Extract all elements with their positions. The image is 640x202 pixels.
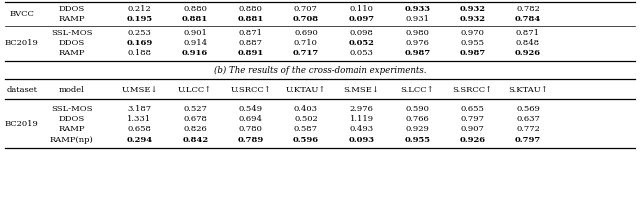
Text: BC2019: BC2019 xyxy=(5,39,38,47)
Text: S.SRCC↑: S.SRCC↑ xyxy=(452,86,492,94)
Text: 0.782: 0.782 xyxy=(516,5,540,13)
Text: model: model xyxy=(59,86,84,94)
Text: 0.637: 0.637 xyxy=(516,115,540,123)
Text: 0.093: 0.093 xyxy=(349,136,374,144)
Text: 0.933: 0.933 xyxy=(404,5,430,13)
Text: 0.097: 0.097 xyxy=(349,15,374,23)
Text: S.MSE↓: S.MSE↓ xyxy=(344,86,380,94)
Text: 0.590: 0.590 xyxy=(405,105,429,113)
Text: 2.976: 2.976 xyxy=(349,105,374,113)
Text: 0.789: 0.789 xyxy=(237,136,264,144)
Text: 0.797: 0.797 xyxy=(460,115,484,123)
Text: 0.926: 0.926 xyxy=(515,49,541,57)
Text: 0.881: 0.881 xyxy=(237,15,264,23)
Text: U.LCC↑: U.LCC↑ xyxy=(178,86,212,94)
Text: 0.253: 0.253 xyxy=(127,29,152,37)
Text: DDOS: DDOS xyxy=(58,115,85,123)
Text: 0.887: 0.887 xyxy=(239,39,263,47)
Text: U.SRCC↑: U.SRCC↑ xyxy=(230,86,271,94)
Text: dataset: dataset xyxy=(6,86,37,94)
Text: SSL-MOS: SSL-MOS xyxy=(51,29,92,37)
Text: BC2019: BC2019 xyxy=(5,121,38,128)
Text: 0.916: 0.916 xyxy=(182,49,209,57)
Text: 0.932: 0.932 xyxy=(460,15,485,23)
Text: 0.955: 0.955 xyxy=(460,39,484,47)
Text: 1.119: 1.119 xyxy=(349,115,374,123)
Text: 0.907: 0.907 xyxy=(460,125,484,133)
Text: DDOS: DDOS xyxy=(58,39,85,47)
Text: 0.294: 0.294 xyxy=(127,136,152,144)
Text: 0.848: 0.848 xyxy=(516,39,540,47)
Text: 0.655: 0.655 xyxy=(460,105,484,113)
Text: RAMP: RAMP xyxy=(58,49,85,57)
Text: 0.549: 0.549 xyxy=(239,105,263,113)
Text: 0.502: 0.502 xyxy=(294,115,318,123)
Text: RAMP(np): RAMP(np) xyxy=(50,136,93,144)
Text: 0.970: 0.970 xyxy=(460,29,484,37)
Text: U.KTAU↑: U.KTAU↑ xyxy=(285,86,326,94)
Text: 1.331: 1.331 xyxy=(127,115,152,123)
Text: 0.929: 0.929 xyxy=(405,125,429,133)
Text: 0.976: 0.976 xyxy=(405,39,429,47)
Text: RAMP: RAMP xyxy=(58,125,85,133)
Text: 0.914: 0.914 xyxy=(183,39,207,47)
Text: 0.708: 0.708 xyxy=(293,15,319,23)
Text: 0.980: 0.980 xyxy=(405,29,429,37)
Text: 0.710: 0.710 xyxy=(294,39,318,47)
Text: 0.169: 0.169 xyxy=(126,39,153,47)
Text: 0.052: 0.052 xyxy=(349,39,374,47)
Text: 0.195: 0.195 xyxy=(127,15,152,23)
Text: U.MSE↓: U.MSE↓ xyxy=(121,86,158,94)
Text: 0.694: 0.694 xyxy=(239,115,263,123)
Text: 0.891: 0.891 xyxy=(237,49,264,57)
Text: 0.880: 0.880 xyxy=(239,5,263,13)
Text: 0.596: 0.596 xyxy=(293,136,319,144)
Text: 0.797: 0.797 xyxy=(515,136,541,144)
Text: 0.926: 0.926 xyxy=(460,136,485,144)
Text: 0.493: 0.493 xyxy=(349,125,374,133)
Text: 0.527: 0.527 xyxy=(183,105,207,113)
Text: 0.842: 0.842 xyxy=(182,136,208,144)
Text: 0.955: 0.955 xyxy=(404,136,430,144)
Text: 0.871: 0.871 xyxy=(239,29,263,37)
Text: (b) The results of the cross-domain experiments.: (b) The results of the cross-domain expe… xyxy=(214,65,426,75)
Text: 0.690: 0.690 xyxy=(294,29,318,37)
Text: 0.098: 0.098 xyxy=(349,29,374,37)
Text: 0.826: 0.826 xyxy=(183,125,207,133)
Text: 0.880: 0.880 xyxy=(183,5,207,13)
Text: RAMP: RAMP xyxy=(58,15,85,23)
Text: 0.987: 0.987 xyxy=(459,49,486,57)
Text: BVCC: BVCC xyxy=(10,10,34,18)
Text: 0.931: 0.931 xyxy=(405,15,429,23)
Text: 0.678: 0.678 xyxy=(183,115,207,123)
Text: SSL-MOS: SSL-MOS xyxy=(51,105,92,113)
Text: 0.212: 0.212 xyxy=(127,5,152,13)
Text: 0.717: 0.717 xyxy=(292,49,319,57)
Text: 0.658: 0.658 xyxy=(127,125,152,133)
Text: 0.784: 0.784 xyxy=(515,15,541,23)
Text: S.KTAU↑: S.KTAU↑ xyxy=(508,86,548,94)
Text: 0.110: 0.110 xyxy=(349,5,374,13)
Text: 0.881: 0.881 xyxy=(182,15,209,23)
Text: 3.187: 3.187 xyxy=(127,105,152,113)
Text: 0.932: 0.932 xyxy=(460,5,485,13)
Text: 0.188: 0.188 xyxy=(127,49,152,57)
Text: 0.403: 0.403 xyxy=(294,105,318,113)
Text: 0.053: 0.053 xyxy=(349,49,374,57)
Text: 0.780: 0.780 xyxy=(239,125,263,133)
Text: 0.766: 0.766 xyxy=(405,115,429,123)
Text: S.LCC↑: S.LCC↑ xyxy=(401,86,434,94)
Text: 0.901: 0.901 xyxy=(183,29,207,37)
Text: 0.707: 0.707 xyxy=(294,5,318,13)
Text: 0.772: 0.772 xyxy=(516,125,540,133)
Text: DDOS: DDOS xyxy=(58,5,85,13)
Text: 0.569: 0.569 xyxy=(516,105,540,113)
Text: 0.987: 0.987 xyxy=(404,49,431,57)
Text: 0.871: 0.871 xyxy=(516,29,540,37)
Text: 0.587: 0.587 xyxy=(294,125,318,133)
